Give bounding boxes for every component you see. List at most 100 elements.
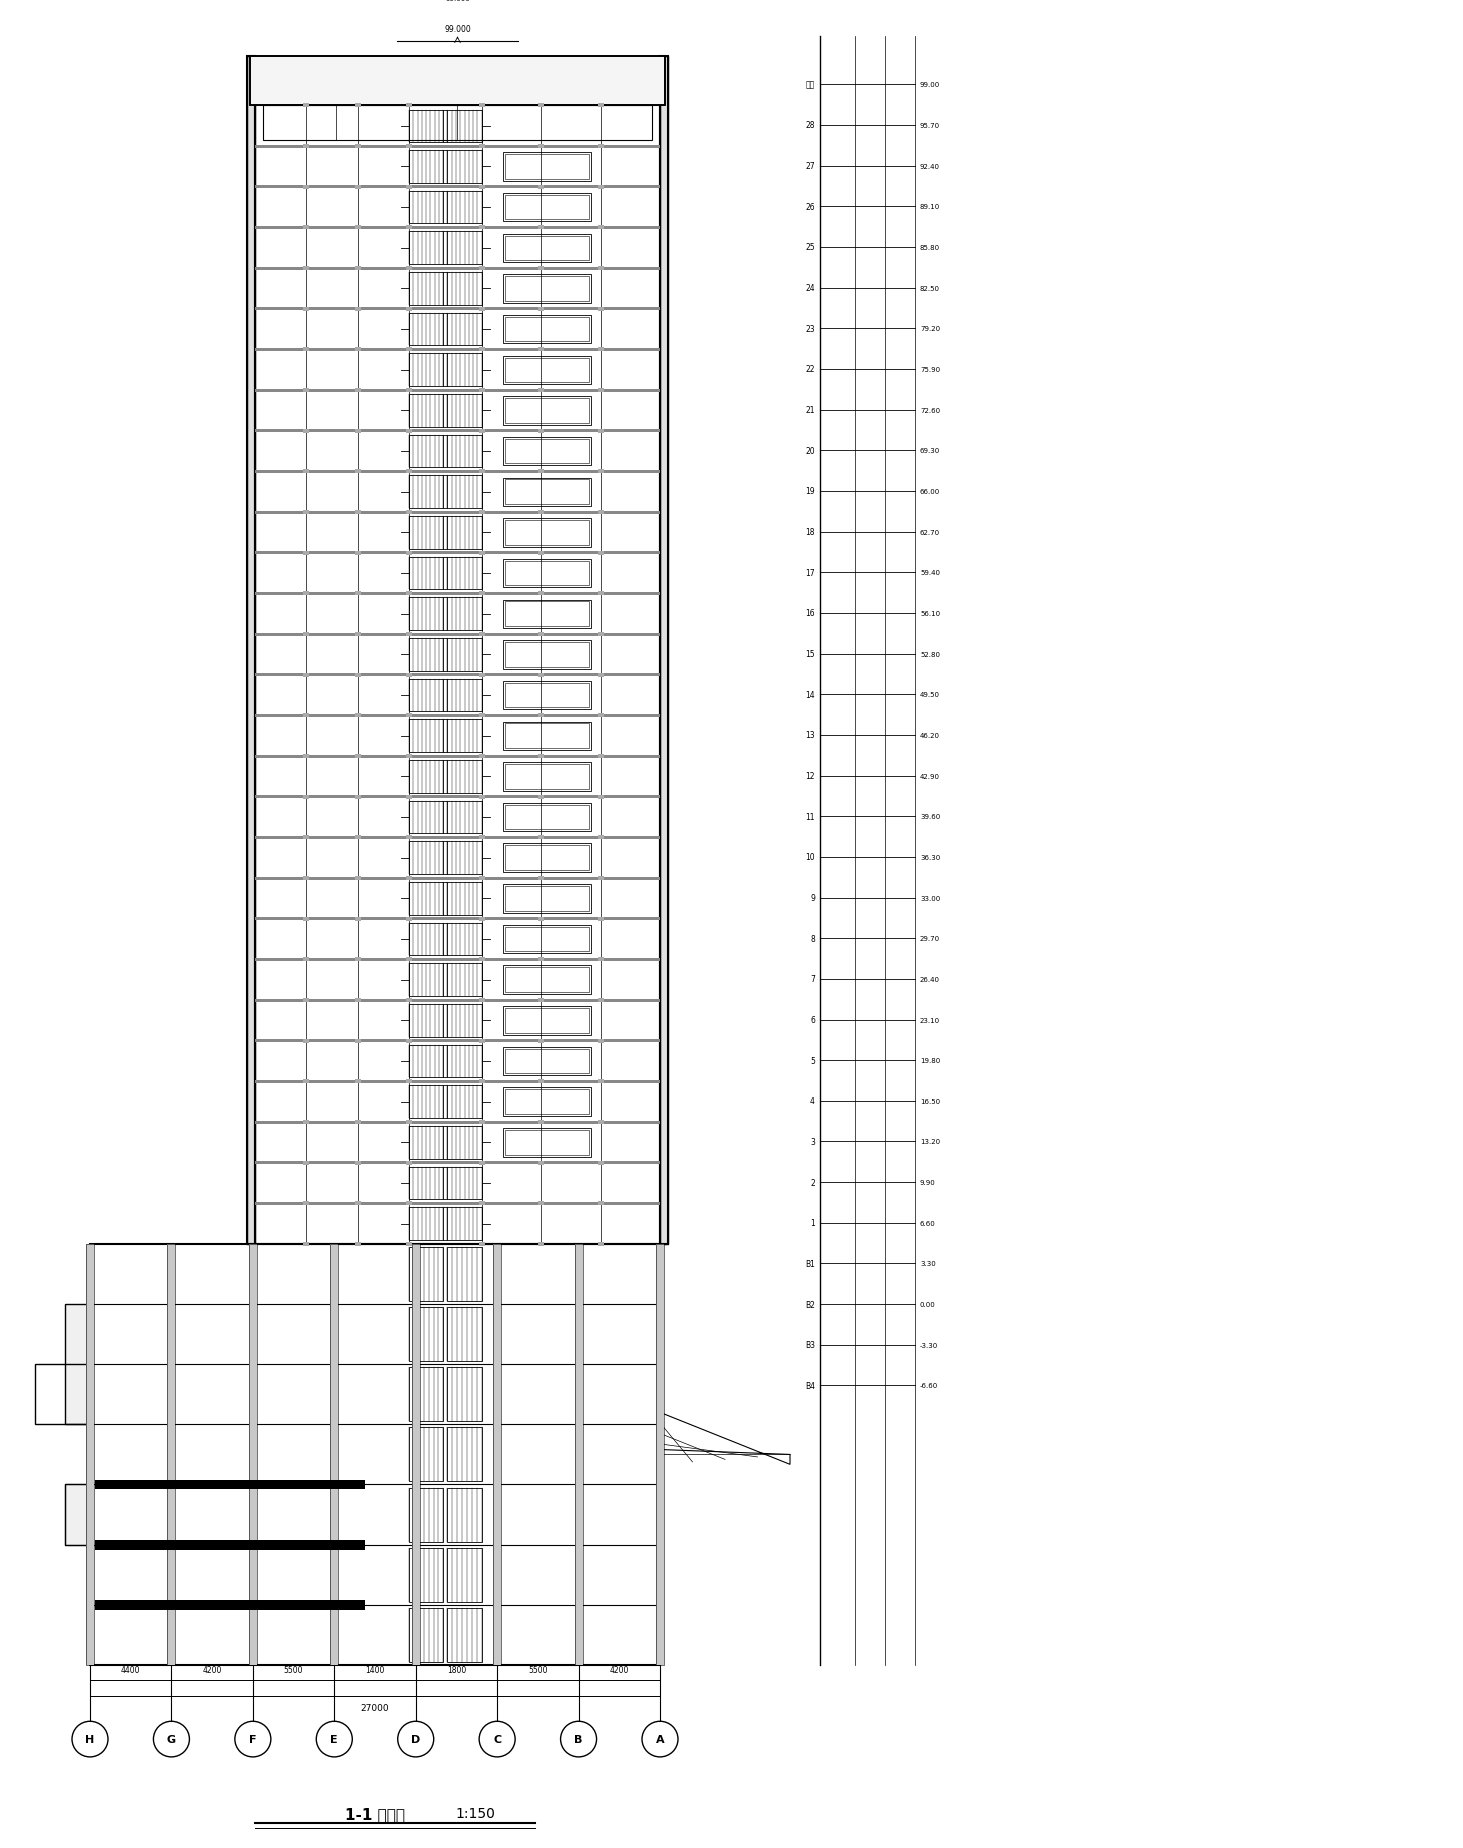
Bar [405, 1039, 413, 1042]
Text: 9.90: 9.90 [920, 1179, 936, 1186]
Bar [538, 551, 544, 556]
Bar [505, 359, 588, 383]
Bar [354, 266, 360, 272]
Bar [448, 965, 481, 996]
Bar [538, 998, 544, 1002]
Bar [354, 1039, 360, 1042]
Bar [303, 388, 309, 394]
Bar [660, 57, 669, 1244]
Text: 17: 17 [805, 569, 815, 577]
Bar [503, 845, 591, 872]
Bar [405, 795, 413, 800]
Bar [408, 1307, 443, 1362]
Text: B3: B3 [805, 1340, 815, 1349]
Text: 52.80: 52.80 [920, 650, 941, 658]
Text: D: D [411, 1733, 420, 1745]
Bar [255, 1000, 660, 1002]
Bar [503, 519, 591, 547]
Bar [405, 917, 413, 920]
Bar [303, 754, 309, 760]
Bar [505, 318, 588, 342]
Bar [408, 1005, 443, 1037]
Bar [538, 1201, 544, 1205]
Bar [405, 1201, 413, 1205]
Text: -6.60: -6.60 [920, 1382, 938, 1388]
Bar [354, 1242, 360, 1246]
Bar [538, 185, 544, 190]
Text: 4200: 4200 [202, 1665, 222, 1674]
Bar [597, 1201, 604, 1205]
Bar [408, 436, 443, 468]
Text: 69.30: 69.30 [920, 447, 941, 455]
Bar [354, 876, 360, 880]
Bar [478, 510, 484, 516]
Text: 1:150: 1:150 [455, 1805, 494, 1820]
Bar [255, 349, 660, 351]
Bar [303, 795, 309, 800]
Bar [354, 795, 360, 800]
Text: 0.00: 0.00 [920, 1301, 936, 1307]
Bar [538, 754, 544, 760]
Bar [505, 1050, 588, 1074]
Bar [354, 835, 360, 841]
Bar [538, 144, 544, 150]
Text: 屋顶: 屋顶 [806, 81, 815, 91]
Bar [505, 643, 588, 667]
Bar [478, 1161, 484, 1164]
Bar [478, 713, 484, 719]
Bar [255, 512, 660, 514]
Text: 42.90: 42.90 [920, 772, 941, 780]
Bar [354, 1120, 360, 1124]
Text: 59.40: 59.40 [920, 569, 941, 577]
Bar [538, 591, 544, 597]
Bar [408, 883, 443, 915]
Bar [505, 765, 588, 789]
Bar [303, 957, 309, 961]
Bar [408, 1608, 443, 1661]
Bar [505, 155, 588, 179]
Bar [505, 724, 588, 748]
Bar [538, 225, 544, 231]
Bar [538, 347, 544, 353]
Bar [303, 307, 309, 312]
Bar [255, 878, 660, 880]
Bar [408, 111, 443, 142]
Bar [505, 846, 588, 870]
Bar [478, 1039, 484, 1042]
Bar [303, 998, 309, 1002]
Bar [405, 429, 413, 434]
Text: 4200: 4200 [610, 1665, 629, 1674]
Bar [408, 1168, 443, 1199]
Bar [405, 1242, 413, 1246]
Bar [505, 602, 588, 626]
Bar [478, 917, 484, 920]
Bar [408, 477, 443, 508]
Bar [597, 1039, 604, 1042]
Bar [538, 1079, 544, 1083]
Text: 82.50: 82.50 [920, 285, 941, 292]
Bar [538, 266, 544, 272]
Bar [255, 675, 660, 676]
Bar [405, 469, 413, 475]
Bar [597, 347, 604, 353]
Text: 8: 8 [811, 935, 815, 942]
Bar [597, 957, 604, 961]
Bar [478, 225, 484, 231]
Bar [354, 185, 360, 190]
Bar [538, 957, 544, 961]
Bar [597, 469, 604, 475]
Bar [538, 1242, 544, 1246]
Bar [86, 1244, 94, 1665]
Bar [478, 307, 484, 312]
Bar [408, 1549, 443, 1602]
Bar [255, 756, 660, 758]
Bar [478, 347, 484, 353]
Bar [538, 876, 544, 880]
Text: 16: 16 [805, 610, 815, 617]
Bar [503, 885, 591, 913]
Bar [255, 227, 660, 229]
Bar [255, 146, 660, 148]
Bar [303, 1079, 309, 1083]
Bar [408, 802, 443, 833]
Bar [405, 876, 413, 880]
